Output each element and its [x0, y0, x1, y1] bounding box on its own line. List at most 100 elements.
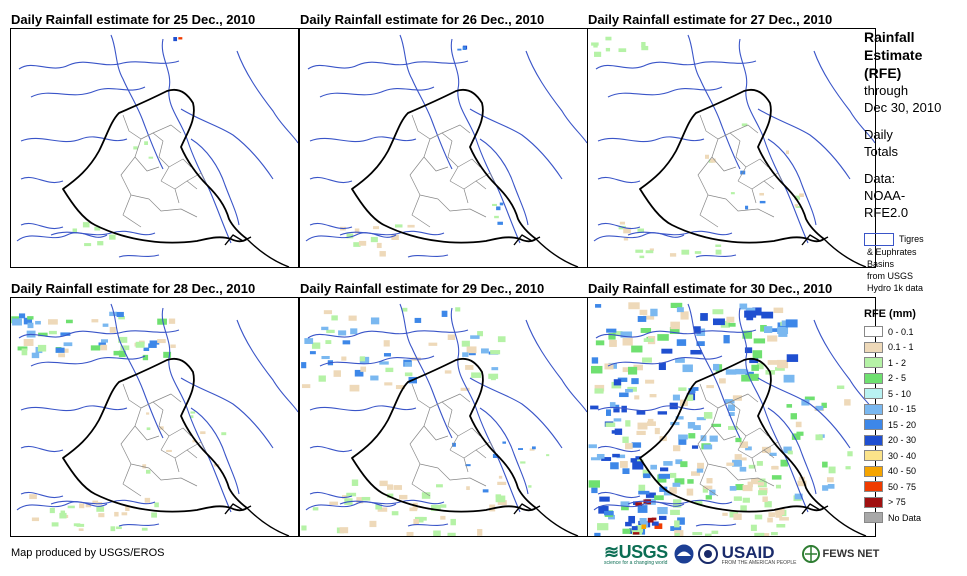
rainfall-patch [96, 506, 105, 512]
rainfall-map [588, 302, 875, 536]
rainfall-patch [35, 320, 41, 325]
legend-label: 5 - 10 [888, 388, 912, 399]
rainfall-patch [79, 503, 85, 509]
legend-label: No Data [888, 512, 922, 523]
rainfall-patch [678, 438, 687, 445]
rainfall-patch [783, 446, 792, 454]
rainfall-patch [724, 399, 735, 404]
rainfall-patch [221, 432, 227, 436]
rainfall-patch [462, 352, 469, 357]
rainfall-patch [502, 441, 507, 444]
rainfall-patch [318, 375, 326, 382]
rainfall-patch [78, 528, 84, 531]
rainfall-patch [379, 480, 388, 487]
rainfall-patch [733, 496, 742, 501]
rainfall-patch [694, 251, 702, 254]
rainfall-patch [350, 328, 358, 335]
panel-title: Daily Rainfall estimate for 30 Dec., 201… [588, 281, 833, 296]
rainfall-patch [173, 37, 178, 42]
sidebar-title-line: Rainfall [864, 29, 915, 45]
rainfall-patch [663, 490, 673, 496]
legend-item: 0.1 - 1 [864, 340, 964, 356]
fews-net-logo: FEWS NET [822, 548, 880, 560]
rainfall-patch [477, 528, 483, 536]
data-source: NOAA- [864, 188, 906, 203]
rainfall-patch [461, 340, 470, 347]
rainfall-patch [799, 193, 804, 197]
rainfall-patch [760, 324, 767, 332]
rainfall-patch [23, 339, 34, 346]
rainfall-patch [471, 372, 482, 378]
rainfall-patch [769, 452, 777, 456]
through-label: through [864, 83, 909, 98]
rainfall-patch [687, 479, 694, 484]
rainfall-patch [756, 363, 764, 370]
rainfall-patch [354, 228, 360, 234]
rainfall-patch [38, 332, 48, 337]
rainfall-patch [776, 359, 789, 369]
rainfall-map [591, 34, 875, 267]
rainfall-patch [627, 366, 638, 375]
rainfall-patch [623, 227, 631, 234]
legend-label: 1 - 2 [888, 357, 907, 368]
rainfall-patch [711, 530, 719, 534]
rainfall-patch [795, 205, 801, 208]
rainfall-patch [348, 315, 357, 321]
rainfall-patch [393, 485, 403, 490]
rainfall-patch [391, 234, 399, 240]
rainfall-patch [669, 253, 677, 257]
rainfall-patch [844, 399, 851, 406]
rainfall-patch [657, 507, 668, 515]
rainfall-patch [694, 500, 703, 505]
rainfall-patch [761, 311, 774, 319]
rainfall-patch [619, 460, 628, 468]
rainfall-patch [375, 504, 382, 510]
legend-swatch [864, 388, 883, 400]
rainfall-patch [85, 503, 92, 508]
legend-label: 10 - 15 [888, 404, 917, 415]
rainfall-patch [48, 330, 57, 335]
rainfall-patch [468, 351, 476, 356]
rainfall-patch [620, 501, 630, 507]
rainfall-patch [460, 387, 470, 391]
rainfall-patch [750, 478, 761, 485]
rainfall-patch [606, 328, 617, 333]
rainfall-patch [794, 204, 799, 207]
rainfall-patch [692, 387, 699, 391]
rainfall-patch [767, 360, 779, 365]
legend-item: 2 - 5 [864, 371, 964, 387]
rainfall-patch [116, 526, 122, 530]
rainfall-patch [166, 449, 172, 453]
rainfall-patch [673, 445, 681, 452]
rainfall-patch [342, 495, 348, 499]
rainfall-patch [633, 501, 638, 505]
rainfall-patch [836, 385, 845, 389]
rainfall-patch [631, 442, 642, 448]
rainfall-patch [696, 417, 706, 421]
rainfall-patch [141, 527, 148, 531]
rainfall-patch [635, 502, 642, 506]
rainfall-patch [518, 448, 524, 450]
rainfall-patch [492, 453, 498, 458]
rainfall-patch [700, 435, 707, 442]
rainfall-patch [739, 303, 748, 310]
panel-title: Daily Rainfall estimate for 28 Dec., 201… [11, 281, 256, 296]
rainfall-patch [498, 475, 503, 479]
legend-swatch [864, 450, 883, 462]
basin-label: from USGS [867, 271, 914, 281]
rainfall-patch [693, 425, 701, 430]
rainfall-patch [379, 361, 389, 365]
rainfall-patch [495, 495, 506, 503]
rainfall-patch [168, 318, 176, 324]
legend-label: > 75 [888, 497, 906, 508]
rainfall-patch [407, 224, 415, 228]
rainfall-patch [786, 404, 793, 408]
rainfall-patch [494, 215, 499, 219]
rainfall-patch [622, 436, 629, 443]
rainfall-patch [159, 426, 164, 430]
rainfall-patch [146, 412, 150, 415]
rainfall-patch [622, 337, 633, 346]
rainfall-patch [741, 457, 747, 461]
rainfall-patch [752, 307, 762, 316]
rainfall-patch [658, 515, 667, 520]
